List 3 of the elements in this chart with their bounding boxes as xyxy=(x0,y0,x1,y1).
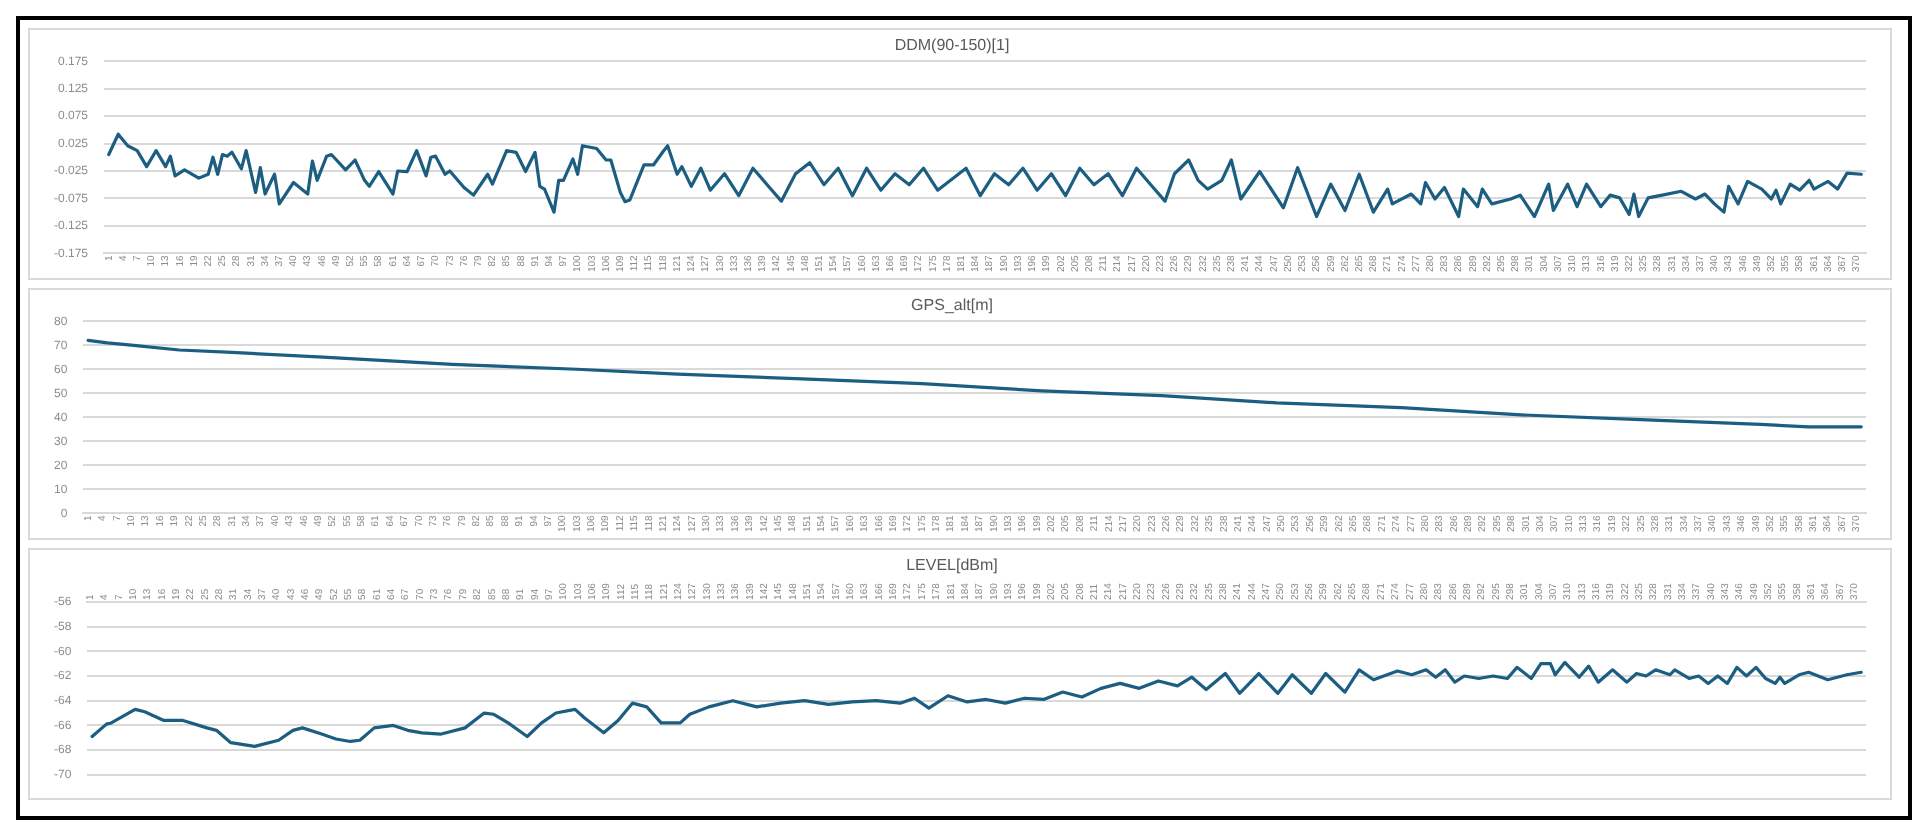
chart-title: GPS_alt[m] xyxy=(911,296,993,315)
chart-title: DDM(90-150)[1] xyxy=(894,36,1010,55)
chart-title: LEVEL[dBm] xyxy=(906,556,998,575)
